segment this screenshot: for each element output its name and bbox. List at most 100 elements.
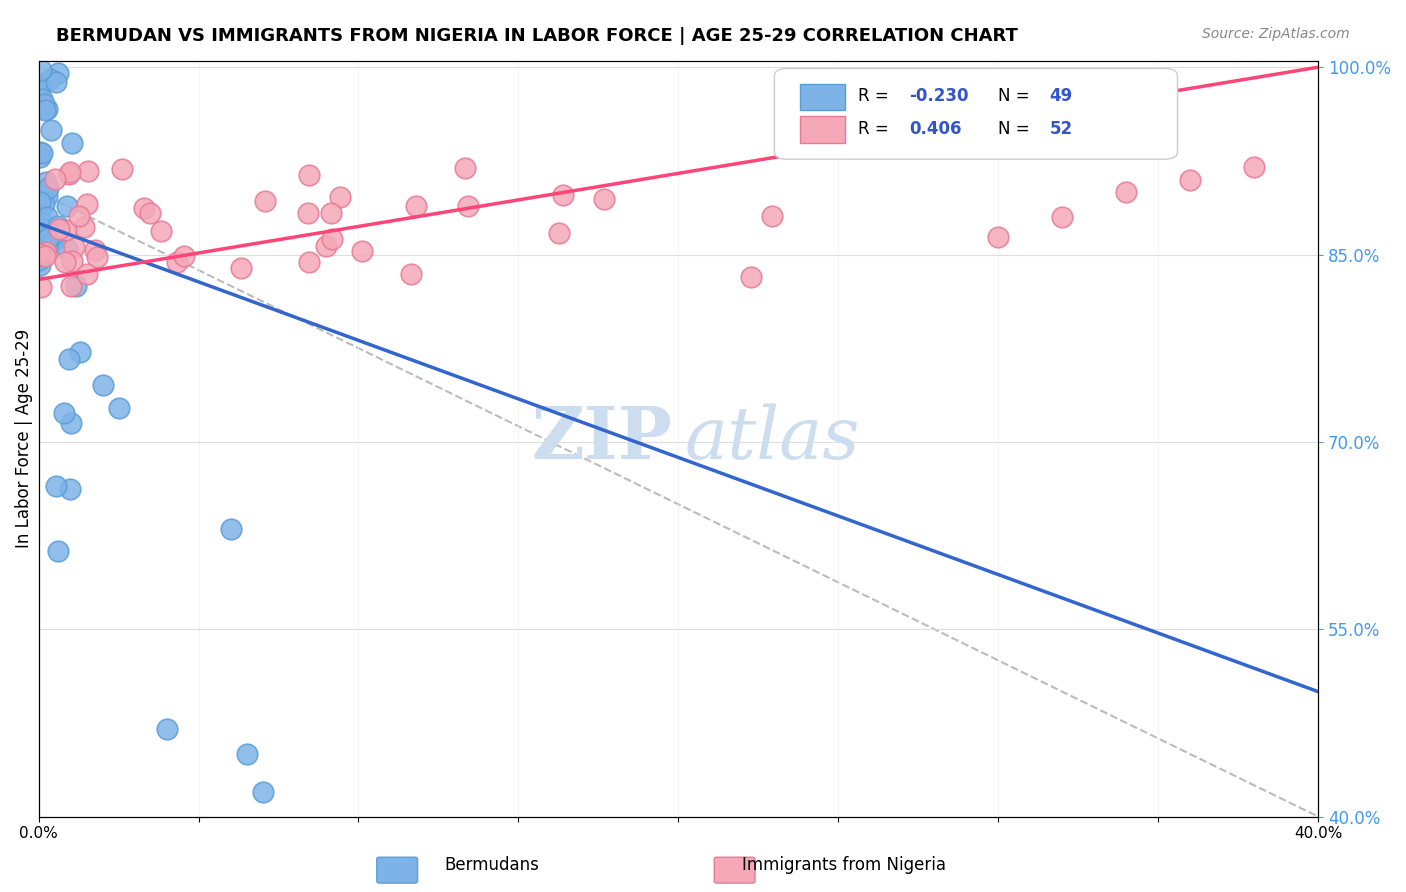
Point — [592, 192, 614, 206]
Text: ZIP: ZIP — [531, 403, 672, 475]
Y-axis label: In Labor Force | Age 25-29: In Labor Force | Age 25-29 — [15, 329, 32, 549]
Point — [39, 71, 62, 86]
Point — [84, 243, 107, 257]
Point — [31, 145, 53, 160]
Point — [73, 220, 96, 235]
Point — [315, 239, 337, 253]
Point — [32, 221, 55, 235]
Point — [76, 267, 98, 281]
Point — [150, 224, 173, 238]
Text: R =: R = — [858, 120, 894, 138]
Point — [44, 171, 66, 186]
Point — [28, 252, 51, 267]
Text: BERMUDAN VS IMMIGRANTS FROM NIGERIA IN LABOR FORCE | AGE 25-29 CORRELATION CHART: BERMUDAN VS IMMIGRANTS FROM NIGERIA IN L… — [56, 27, 1018, 45]
Text: Immigrants from Nigeria: Immigrants from Nigeria — [741, 856, 946, 874]
Text: 0.406: 0.406 — [908, 120, 962, 138]
Point — [924, 130, 946, 145]
Point — [59, 165, 82, 179]
Point — [56, 242, 79, 256]
Point — [298, 168, 321, 182]
FancyBboxPatch shape — [714, 857, 755, 883]
Point — [53, 406, 76, 420]
Point — [30, 247, 52, 261]
Point — [155, 722, 177, 736]
Point — [166, 254, 188, 268]
Point — [298, 255, 321, 269]
Point — [63, 239, 86, 253]
Point — [1115, 185, 1137, 199]
Point — [48, 222, 70, 236]
Point — [42, 234, 65, 248]
Point — [67, 209, 90, 223]
Point — [1243, 160, 1265, 174]
FancyBboxPatch shape — [775, 69, 1177, 159]
Point — [37, 103, 59, 117]
Point — [77, 163, 100, 178]
Point — [60, 253, 83, 268]
Point — [55, 223, 77, 237]
Point — [553, 187, 575, 202]
Point — [30, 280, 52, 294]
Point — [28, 213, 51, 227]
Point — [45, 75, 67, 89]
Point — [35, 244, 58, 259]
Point — [60, 278, 83, 293]
Point — [34, 97, 56, 112]
Point — [48, 544, 70, 558]
Point — [58, 352, 80, 367]
Point — [86, 250, 108, 264]
Point — [132, 201, 155, 215]
Text: R =: R = — [858, 87, 894, 105]
Point — [297, 206, 319, 220]
Point — [28, 246, 51, 260]
Point — [31, 186, 53, 201]
Point — [30, 62, 52, 77]
Text: N =: N = — [998, 87, 1035, 105]
Point — [37, 189, 59, 203]
Point — [53, 255, 76, 269]
FancyBboxPatch shape — [377, 857, 418, 883]
Point — [59, 417, 82, 431]
Point — [69, 345, 91, 359]
Text: atlas: atlas — [685, 403, 860, 474]
Point — [740, 270, 762, 285]
Point — [219, 522, 242, 536]
Point — [30, 239, 52, 253]
Point — [65, 279, 87, 293]
Point — [454, 161, 477, 176]
Point — [39, 123, 62, 137]
Point — [31, 92, 53, 106]
Point — [30, 258, 52, 272]
Point — [111, 161, 134, 176]
Point — [405, 199, 427, 213]
Point — [37, 231, 59, 245]
Point — [139, 206, 162, 220]
Point — [32, 196, 55, 211]
Point — [1180, 172, 1202, 186]
Point — [547, 226, 569, 240]
Point — [56, 199, 79, 213]
Point — [28, 194, 51, 209]
Text: 49: 49 — [1049, 87, 1073, 105]
Point — [401, 268, 423, 282]
Point — [58, 167, 80, 181]
Point — [45, 478, 67, 492]
Point — [59, 482, 82, 496]
Point — [30, 231, 52, 245]
Point — [30, 150, 52, 164]
Point — [107, 401, 129, 415]
Text: N =: N = — [998, 120, 1035, 138]
Point — [253, 194, 276, 208]
Text: Bermudans: Bermudans — [444, 856, 540, 874]
Point — [46, 219, 69, 234]
Point — [76, 197, 98, 211]
Point — [173, 249, 195, 263]
Point — [34, 249, 56, 263]
Point — [252, 784, 274, 798]
Point — [457, 199, 479, 213]
Point — [60, 136, 83, 150]
Point — [319, 205, 342, 219]
Point — [32, 77, 55, 91]
Point — [37, 180, 59, 194]
Point — [46, 66, 69, 80]
